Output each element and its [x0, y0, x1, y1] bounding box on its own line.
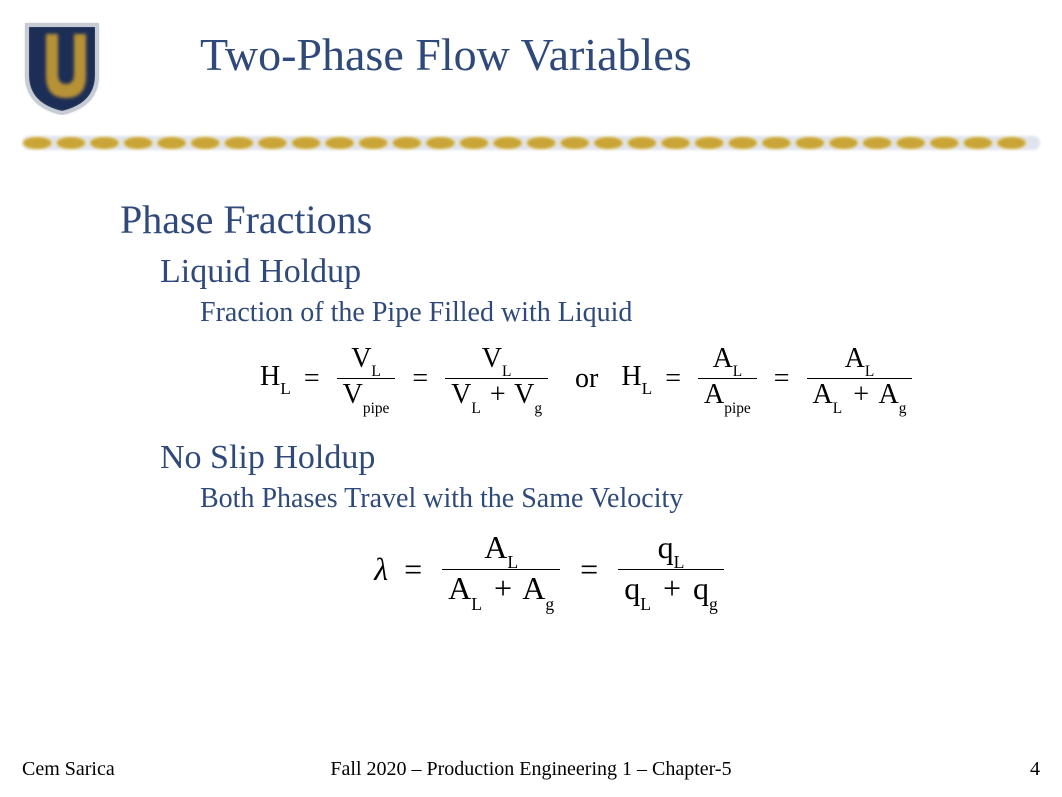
bullet-same-velocity: Both Phases Travel with the Same Velocit…	[160, 483, 1022, 515]
footer-page-number: 4	[1030, 758, 1040, 781]
equation-liquid-holdup: HL = VL Vpipe = VL VL + Vg or HL =	[260, 343, 1022, 415]
bullet-label: Fraction of the Pipe Filled with Liquid	[200, 297, 632, 329]
shield-icon	[22, 20, 102, 115]
bullet-no-slip-holdup: No Slip Holdup	[120, 439, 1022, 477]
bullet-label: Liquid Holdup	[160, 253, 361, 291]
bullet-liquid-holdup: Liquid Holdup	[120, 253, 1022, 291]
slide-title: Two-Phase Flow Variables	[200, 28, 692, 81]
frac-a-sum: AL AL + Ag	[807, 343, 913, 415]
eq-lhs-2: HL	[621, 361, 652, 397]
eq-lambda: λ	[374, 551, 388, 588]
slide: Two-Phase Flow Variables Phase Fractions…	[0, 0, 1062, 797]
eq-lhs: HL	[260, 361, 291, 397]
bullet-phase-fractions: Phase Fractions	[80, 196, 1022, 243]
frac-v-sum: VL VL + Vg	[445, 343, 548, 415]
bullet-label: Phase Fractions	[120, 196, 372, 243]
chain-divider-icon	[22, 128, 1040, 158]
eq-or: or	[575, 363, 598, 395]
equation-no-slip: λ = AL AL + Ag = qL qL + qg	[80, 529, 1022, 611]
bullet-label: Both Phases Travel with the Same Velocit…	[200, 483, 683, 515]
divider	[22, 128, 1040, 158]
frac-a-pipe: AL Apipe	[698, 343, 757, 415]
frac-v-pipe: VL Vpipe	[337, 343, 396, 415]
frac-q-noslip: qL qL + qg	[618, 529, 724, 611]
bullet-fraction-pipe: Fraction of the Pipe Filled with Liquid	[160, 297, 1022, 329]
bullet-label: No Slip Holdup	[160, 439, 375, 477]
slide-header: Two-Phase Flow Variables	[0, 0, 1062, 140]
university-logo	[22, 20, 102, 115]
footer-course: Fall 2020 – Production Engineering 1 – C…	[0, 758, 1062, 781]
frac-a-noslip: AL AL + Ag	[442, 529, 560, 611]
slide-content: Phase Fractions Liquid Holdup Fraction o…	[80, 190, 1022, 635]
